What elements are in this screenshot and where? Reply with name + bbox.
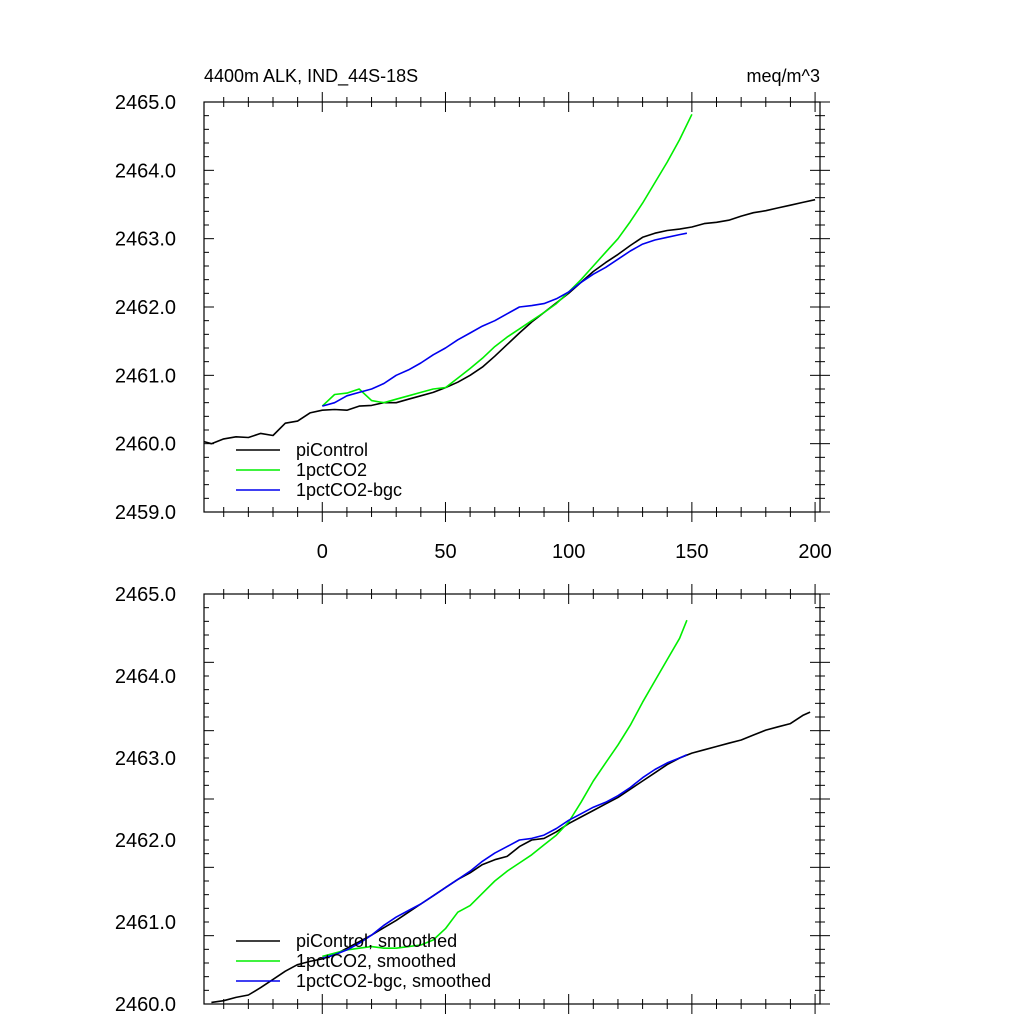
series-line-1pctco2: [321, 113, 693, 407]
legend-label: piControl, smoothed: [296, 931, 457, 951]
y-tick-label: 2463.0: [115, 229, 176, 251]
y-tick-label: 2461.0: [115, 365, 176, 387]
y-tick-label: 2460.0: [115, 434, 176, 456]
y-tick-label: 2465.0: [115, 584, 176, 606]
legend-label: 1pctCO2-bgc: [296, 480, 402, 500]
x-tick-label: 200: [798, 541, 831, 563]
y-tick-label: 2459.0: [115, 502, 176, 524]
series-line-1pctco2-bgc-smoothed: [322, 753, 688, 959]
x-tick-label: 50: [434, 541, 456, 563]
legend-label: 1pctCO2: [296, 460, 367, 480]
top-plot-area: 0 50 100 150 200 2459.0 2460.0 2461.0 2462.0 2463…: [115, 92, 832, 563]
bottom-plot-area: 2460.0 2461.0 2462.0 2463.0 2464.0 2465.0 piCo…: [115, 584, 830, 1016]
x-tick-label: 150: [675, 541, 708, 563]
legend-label: 1pctCO2-bgc, smoothed: [296, 971, 491, 991]
y-tick-label: 2463.0: [115, 748, 176, 770]
units-label: meq/m^3: [747, 66, 820, 86]
y-tick-label: 2462.0: [115, 830, 176, 852]
x-tick-label: 0: [317, 541, 328, 563]
series-line-1pctco2-smoothed: [322, 619, 688, 958]
legend-label: 1pctCO2, smoothed: [296, 951, 456, 971]
chart-title: 4400m ALK, IND_44S-18S: [204, 66, 418, 87]
y-tick-label: 2464.0: [115, 666, 176, 688]
y-tick-label: 2465.0: [115, 92, 176, 114]
x-tick-label: 100: [552, 541, 585, 563]
y-tick-label: 2461.0: [115, 912, 176, 934]
series-line-picontrol-smoothed: [211, 711, 811, 1004]
bottom-panel: 2460.0 2461.0 2462.0 2463.0 2464.0 2465.0 piCo…: [115, 584, 830, 1016]
legend-label: piControl: [296, 440, 368, 460]
series-line-1pctco2-bgc: [322, 232, 688, 407]
top-panel: 4400m ALK, IND_44S-18S meq/m^3 0 50 100 150…: [115, 66, 832, 563]
y-tick-label: 2462.0: [115, 297, 176, 319]
series-line-picontrol: [203, 198, 816, 445]
y-tick-label: 2460.0: [115, 994, 176, 1016]
y-tick-label: 2464.0: [115, 160, 176, 182]
